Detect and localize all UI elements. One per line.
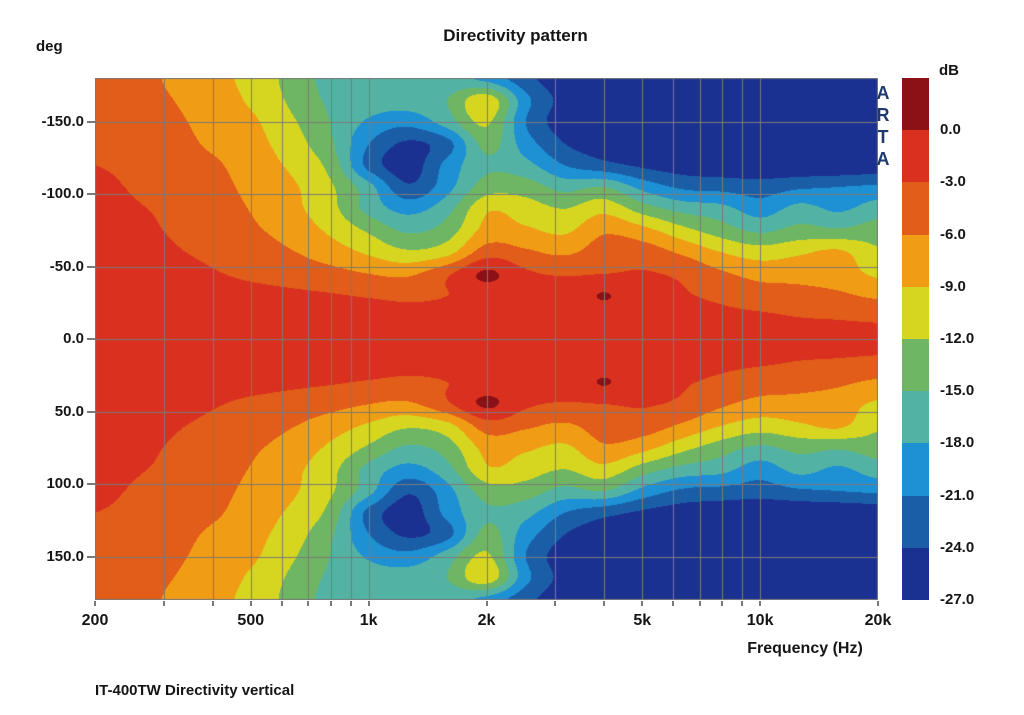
colorbar-tick-label: -24.0 [940,538,975,556]
x-tick-mark [672,601,675,606]
x-tick-label: 10k [746,612,774,629]
x-tick-mark [249,601,252,606]
y-tick-mark [87,410,95,413]
x-tick-label: 2k [477,612,496,629]
y-tick-label: 0.0 [63,330,84,347]
colorbar-tick-label: -3.0 [940,173,966,191]
x-tick-label: 5k [633,612,652,629]
colorbar [902,78,929,600]
x-tick-mark [877,601,879,606]
contour-canvas [95,78,878,600]
colorbar-segment [902,182,929,235]
chart-title: Directivity pattern [443,26,588,45]
colorbar-tick-label: 0.0 [940,121,961,139]
x-tick-mark [759,601,762,606]
plot-area [95,78,878,600]
y-tick-label: 50.0 [54,402,84,420]
colorbar-segment [902,234,929,287]
x-tick-mark [329,601,332,606]
y-tick-mark [87,555,95,558]
x-tick-mark [280,601,283,606]
x-tick-mark [367,601,370,606]
y-tick-label: -100.0 [41,185,84,202]
y-tick-mark [87,265,95,268]
colorbar-tick-label: -27.0 [940,591,975,608]
x-tick-mark [741,601,744,606]
colorbar-segment [902,391,929,444]
x-tick-label: 200 [81,612,109,629]
colorbar-tick-label: -15.0 [940,382,975,400]
x-tick-mark [603,601,606,606]
chart-caption: IT-400TW Directivity vertical [95,682,295,699]
x-tick-label: 500 [237,612,265,629]
x-tick-mark [162,601,165,606]
y-tick-mark [87,338,95,340]
x-tick-mark [94,601,96,606]
x-tick-label: 1k [359,612,378,629]
y-tick-label: 100.0 [46,475,84,492]
x-axis-title: Frequency (Hz) [747,640,863,657]
x-tick-label: 20k [864,612,892,629]
arta-watermark: A R T A [876,83,890,169]
x-tick-mark [554,601,557,606]
x-tick-mark [721,601,724,606]
x-tick-mark [485,601,488,606]
y-tick-mark [87,120,95,123]
x-tick-mark [641,601,644,606]
y-tick-label: -50.0 [49,257,84,275]
colorbar-segment [902,547,929,600]
colorbar-segment [902,78,929,131]
y-tick-label: -150.0 [41,112,84,130]
colorbar-tick-label: -21.0 [940,486,975,504]
colorbar-segment [902,495,929,548]
y-tick-mark [87,193,95,195]
colorbar-unit-label: dB [939,62,959,79]
colorbar-tick-label: -9.0 [940,277,966,295]
colorbar-segment [902,286,929,339]
x-tick-mark [307,601,309,606]
x-tick-mark [698,601,701,606]
x-tick-mark [349,601,352,606]
colorbar-tick-label: -12.0 [940,330,975,347]
colorbar-tick-label: -18.0 [940,434,975,452]
colorbar-segment [902,338,929,392]
colorbar-segment [902,443,929,496]
y-tick-label: 150.0 [46,547,84,565]
colorbar-tick-label: -6.0 [940,225,966,243]
y-axis-unit-label: deg [36,38,63,55]
y-tick-mark [87,483,95,485]
colorbar-segment [902,130,929,183]
x-tick-mark [211,601,214,606]
